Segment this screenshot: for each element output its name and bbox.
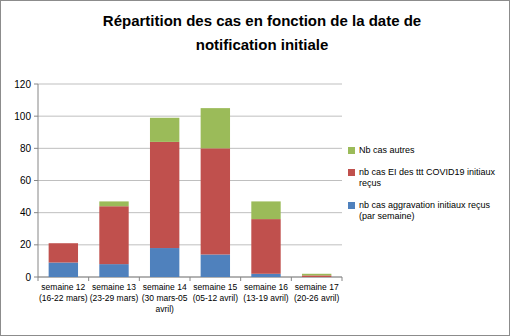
text-line: (16-22 mars) [39, 293, 88, 303]
bar-segment [302, 274, 331, 276]
legend-swatch [348, 169, 355, 176]
bar-segment [49, 243, 78, 262]
legend-label: nb cas aggravation initiaux reçus(par se… [359, 200, 491, 221]
x-tick-label: semaine 14(30 mars-05avril) [142, 282, 188, 314]
grid-line [38, 244, 342, 245]
legend-swatch [348, 202, 355, 209]
bar-segment [251, 274, 280, 277]
x-tick [38, 277, 39, 281]
y-tick [34, 212, 38, 213]
bar-segment [201, 148, 230, 254]
text-line: semaine 12 [41, 282, 85, 292]
text-line: (05-12 avril) [193, 293, 239, 303]
y-tick-label: 60 [20, 175, 32, 186]
y-tick-label: 80 [20, 143, 32, 154]
bar-segment [201, 254, 230, 277]
bar-segment [150, 118, 179, 142]
x-tick-label: semaine 13(23-29 mars) [90, 282, 139, 303]
bar-segment [99, 206, 128, 264]
bar-segment [49, 263, 78, 277]
x-tick [342, 277, 343, 281]
y-tick [34, 116, 38, 117]
text-line: semaine 14 [143, 282, 187, 292]
legend: Nb cas autres nb cas EI des ttt COVID19 i… [348, 145, 496, 221]
y-tick-label: 120 [14, 79, 31, 90]
y-axis [38, 84, 39, 277]
text-line: (30 mars-05 [142, 293, 188, 303]
grid-line [38, 84, 342, 85]
text-line: Répartition des cas en fonction de la da… [103, 12, 421, 29]
bar-segment [99, 201, 128, 206]
bar-segment [251, 219, 280, 274]
bar-segment [49, 243, 78, 244]
bar-segment [302, 275, 331, 277]
bar-segment [201, 108, 230, 148]
y-tick-label: 0 [25, 272, 31, 283]
grid [38, 84, 342, 277]
bars [49, 108, 332, 277]
legend-swatch [348, 147, 355, 154]
x-tick-label: semaine 12(16-22 mars) [39, 282, 88, 303]
y-tick-label: 20 [20, 239, 32, 250]
text-line: avril) [155, 304, 174, 314]
x-tick-label: semaine 17(20-26 avril) [294, 282, 340, 303]
bar-segment [251, 201, 280, 219]
y-tick [34, 148, 38, 149]
text-line: semaine 15 [193, 282, 237, 292]
text-line: Nb cas autres [359, 145, 415, 155]
x-tick [291, 277, 292, 281]
y-tick [34, 180, 38, 181]
x-tick [139, 277, 140, 281]
grid-line [38, 212, 342, 213]
x-tick [190, 277, 191, 281]
text-line: reçus [359, 178, 382, 188]
x-tick [88, 277, 89, 281]
bar-segment [150, 248, 179, 277]
grid-line [38, 116, 342, 117]
text-line: (20-26 avril) [294, 293, 340, 303]
grid-line [38, 148, 342, 149]
text-line: notification initiale [196, 36, 329, 53]
y-tick [34, 244, 38, 245]
text-line: nb cas aggravation initiaux reçus [359, 200, 491, 210]
text-line: semaine 16 [244, 282, 288, 292]
y-tick [34, 277, 38, 278]
chart: Répartition des cas en fonction de la da… [0, 0, 510, 336]
text-line: (23-29 mars) [90, 293, 139, 303]
x-tick-label: semaine 15(05-12 avril) [193, 282, 239, 303]
bar-segment [150, 142, 179, 248]
legend-label: Nb cas autres [359, 145, 415, 155]
y-tick-label: 100 [14, 111, 31, 122]
text-line: (par semaine) [359, 211, 415, 221]
y-tick-label: 40 [20, 207, 32, 218]
y-tick [34, 84, 38, 85]
title: Répartition des cas en fonction de la da… [103, 12, 421, 53]
x-tick [240, 277, 241, 281]
x-tick-label: semaine 16(13-19 avril) [243, 282, 289, 303]
text-line: semaine 17 [295, 282, 339, 292]
grid-line [38, 180, 342, 181]
legend-label: nb cas EI des ttt COVID19 initiauxreçus [359, 167, 496, 188]
text-line: nb cas EI des ttt COVID19 initiaux [359, 167, 496, 177]
text-line: (13-19 avril) [243, 293, 289, 303]
bar-segment [99, 264, 128, 277]
text-line: semaine 13 [92, 282, 136, 292]
chart-border [1, 1, 510, 336]
